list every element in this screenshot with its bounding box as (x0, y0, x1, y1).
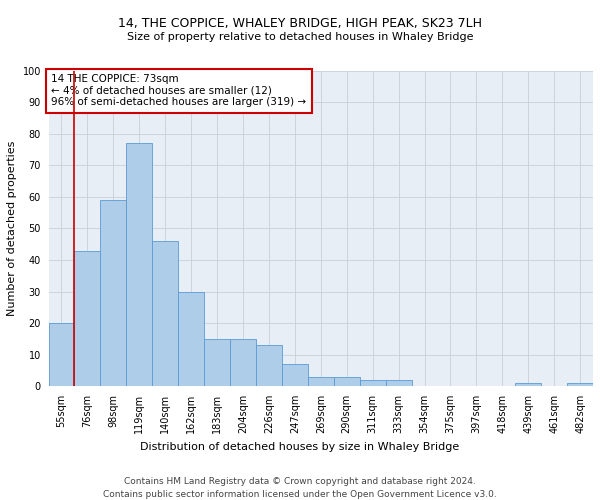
Bar (359, 380, 386, 386)
Bar (515, 383, 541, 386)
Bar (49, 323, 74, 386)
Bar (282, 364, 308, 386)
Bar (308, 376, 334, 386)
Bar (127, 144, 152, 386)
Bar (256, 345, 282, 386)
Bar (334, 376, 359, 386)
Text: 14 THE COPPICE: 73sqm
← 4% of detached houses are smaller (12)
96% of semi-detac: 14 THE COPPICE: 73sqm ← 4% of detached h… (51, 74, 307, 108)
Bar (74, 250, 100, 386)
Text: Contains public sector information licensed under the Open Government Licence v3: Contains public sector information licen… (103, 490, 497, 499)
Bar (204, 339, 230, 386)
Text: Distribution of detached houses by size in Whaley Bridge: Distribution of detached houses by size … (140, 442, 460, 452)
Bar (178, 292, 204, 386)
Text: 14, THE COPPICE, WHALEY BRIDGE, HIGH PEAK, SK23 7LH: 14, THE COPPICE, WHALEY BRIDGE, HIGH PEA… (118, 18, 482, 30)
Bar (386, 380, 412, 386)
Y-axis label: Number of detached properties: Number of detached properties (7, 141, 17, 316)
Text: Contains HM Land Registry data © Crown copyright and database right 2024.: Contains HM Land Registry data © Crown c… (124, 478, 476, 486)
Bar (100, 200, 127, 386)
Bar (567, 383, 593, 386)
Bar (230, 339, 256, 386)
Bar (152, 241, 178, 386)
Text: Size of property relative to detached houses in Whaley Bridge: Size of property relative to detached ho… (127, 32, 473, 42)
